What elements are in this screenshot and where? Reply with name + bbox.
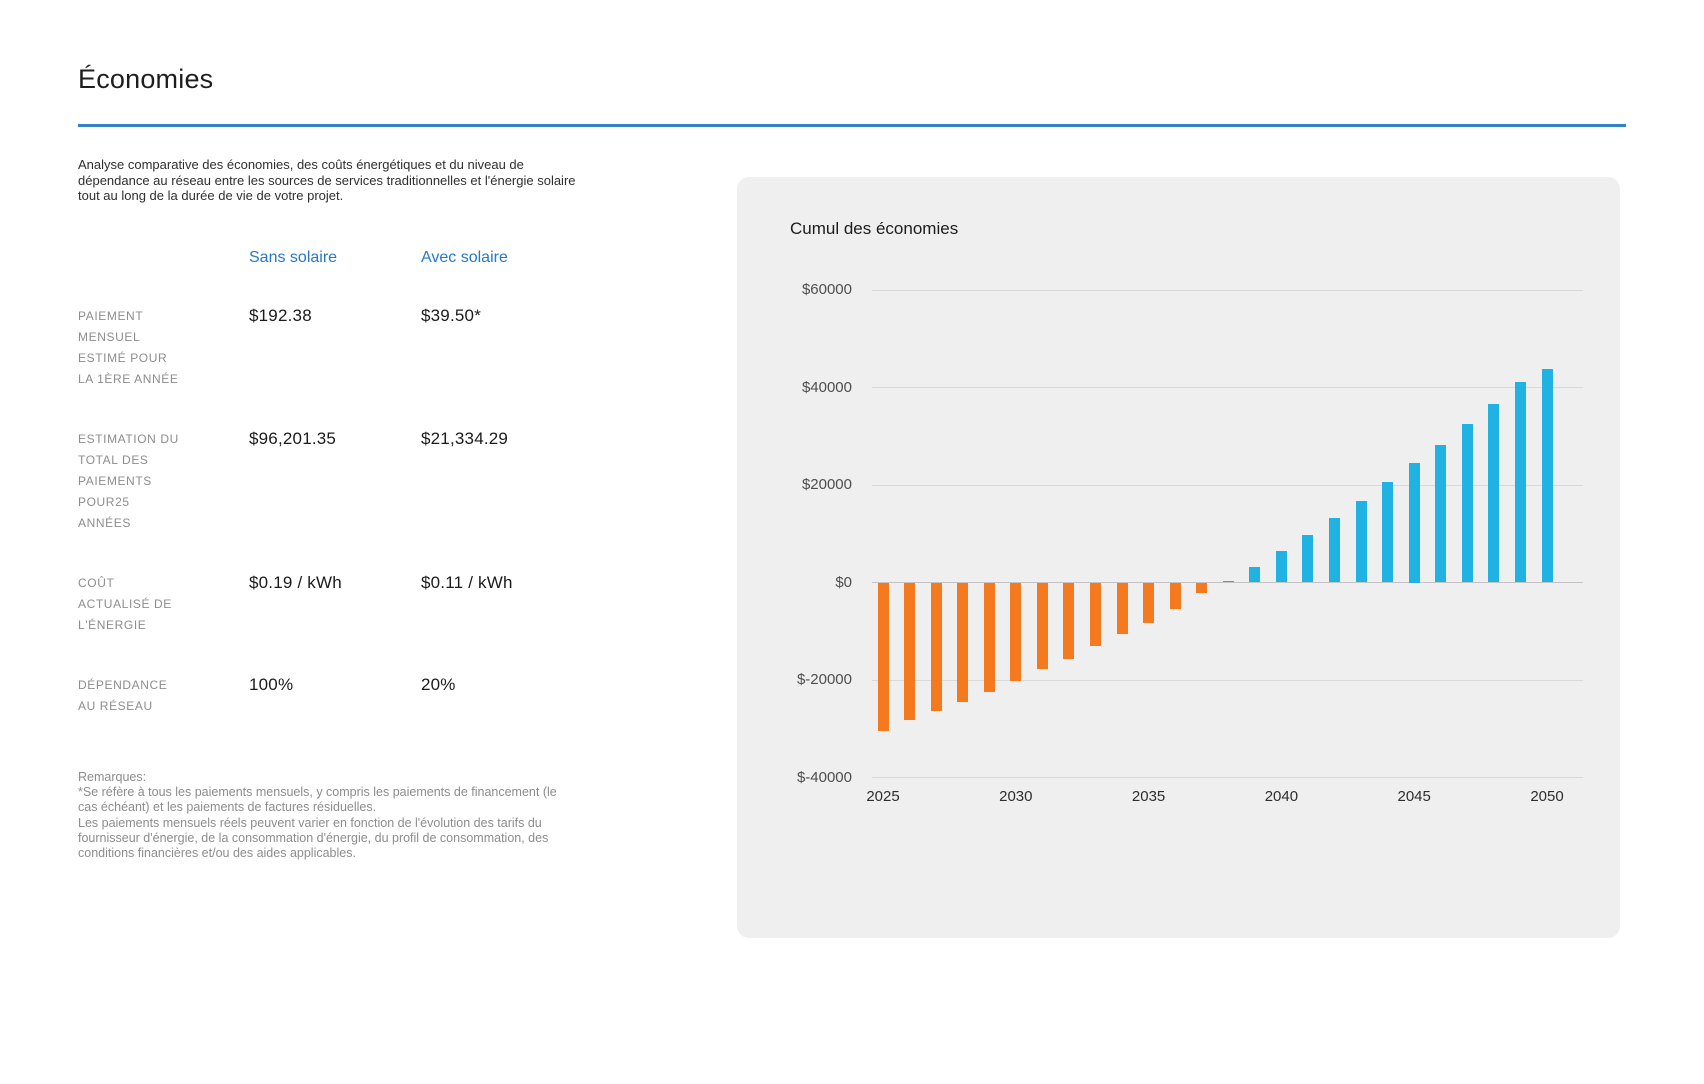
bar-2041 bbox=[1302, 535, 1313, 582]
y-tick-label: $-20000 bbox=[755, 671, 852, 688]
value-without-solar: $0.19 / kWh bbox=[249, 573, 342, 593]
y-tick-label: $-40000 bbox=[755, 769, 852, 786]
title-underline bbox=[78, 124, 1626, 127]
bar-2029 bbox=[984, 583, 995, 693]
bar-2030 bbox=[1010, 583, 1021, 682]
y-tick-label: $20000 bbox=[755, 476, 852, 493]
y-tick-label: $60000 bbox=[755, 281, 852, 298]
y-tick-label: $0 bbox=[755, 574, 852, 591]
notes: Remarques: *Se réfère à tous les paiemen… bbox=[78, 770, 598, 861]
bar-2044 bbox=[1382, 482, 1393, 582]
row-label: ESTIMATION DU TOTAL DES PAIEMENTS POUR25… bbox=[78, 429, 200, 534]
page-description: Analyse comparative des économies, des c… bbox=[78, 157, 623, 204]
bar-2027 bbox=[931, 583, 942, 712]
x-tick-label: 2035 bbox=[1119, 788, 1179, 805]
value-without-solar: 100% bbox=[249, 675, 293, 695]
x-tick-label: 2030 bbox=[986, 788, 1046, 805]
bar-2032 bbox=[1063, 583, 1074, 659]
value-with-solar: $39.50* bbox=[421, 306, 481, 326]
bar-2039 bbox=[1249, 567, 1260, 583]
x-tick-label: 2025 bbox=[853, 788, 913, 805]
bar-2049 bbox=[1515, 382, 1526, 583]
y-gridline bbox=[872, 680, 1583, 681]
bar-2043 bbox=[1356, 501, 1367, 582]
y-gridline bbox=[872, 485, 1583, 486]
bar-2040 bbox=[1276, 551, 1287, 582]
bar-2046 bbox=[1435, 445, 1446, 582]
row-label: COÛT ACTUALISÉ DE L'ÉNERGIE bbox=[78, 573, 200, 636]
row-label: DÉPENDANCE AU RÉSEAU bbox=[78, 675, 200, 717]
bar-2033 bbox=[1090, 583, 1101, 647]
cumulative-savings-chart: Cumul des économies $60000$40000$20000$0… bbox=[737, 177, 1620, 938]
value-without-solar: $96,201.35 bbox=[249, 429, 336, 449]
bar-2031 bbox=[1037, 583, 1048, 670]
bar-2038 bbox=[1223, 581, 1234, 583]
x-tick-label: 2045 bbox=[1384, 788, 1444, 805]
comparison-table: Sans solaire Avec solaire PAIEMENT MENSU… bbox=[78, 240, 678, 760]
note-item: *Se réfère à tous les paiements mensuels… bbox=[78, 785, 598, 815]
bar-2025 bbox=[878, 583, 889, 731]
value-with-solar: 20% bbox=[421, 675, 456, 695]
y-gridline bbox=[872, 387, 1583, 388]
value-without-solar: $192.38 bbox=[249, 306, 312, 326]
row-label: PAIEMENT MENSUEL ESTIMÉ POUR LA 1ÈRE ANN… bbox=[78, 306, 200, 390]
bar-2034 bbox=[1117, 583, 1128, 634]
y-gridline bbox=[872, 777, 1583, 778]
notes-heading: Remarques: bbox=[78, 770, 598, 785]
chart-plot: $60000 $40000 $20000 $0 $-20000 $-400002025 20… bbox=[737, 177, 1620, 938]
y-gridline bbox=[872, 290, 1583, 291]
bar-2037 bbox=[1196, 583, 1207, 594]
x-tick-label: 2040 bbox=[1251, 788, 1311, 805]
bar-2026 bbox=[904, 583, 915, 721]
bar-2036 bbox=[1170, 583, 1181, 610]
value-with-solar: $0.11 / kWh bbox=[421, 573, 513, 593]
x-tick-label: 2050 bbox=[1517, 788, 1577, 805]
column-header-with-solar: Avec solaire bbox=[421, 249, 508, 267]
bar-2045 bbox=[1409, 463, 1420, 582]
bar-2028 bbox=[957, 583, 968, 702]
y-tick-label: $40000 bbox=[755, 379, 852, 396]
bar-2035 bbox=[1143, 583, 1154, 623]
bar-2048 bbox=[1488, 404, 1499, 582]
bar-2042 bbox=[1329, 518, 1340, 583]
note-item: Les paiements mensuels réels peuvent var… bbox=[78, 816, 598, 862]
page-title: Économies bbox=[78, 64, 213, 95]
value-with-solar: $21,334.29 bbox=[421, 429, 508, 449]
column-header-without-solar: Sans solaire bbox=[249, 249, 337, 267]
bar-2047 bbox=[1462, 424, 1473, 583]
bar-2050 bbox=[1542, 369, 1553, 582]
